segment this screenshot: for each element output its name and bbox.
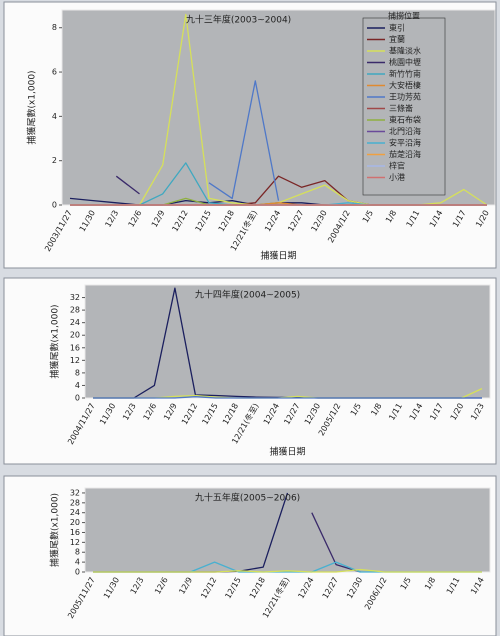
- y-tick-label: 6: [52, 68, 57, 77]
- legend-label: 基隆淡水: [389, 46, 421, 56]
- y-tick-label: 12: [70, 356, 80, 365]
- y-tick-label: 8: [52, 23, 57, 32]
- legend-label: 小港: [389, 172, 405, 182]
- legend-label: 安平沿海: [389, 138, 421, 148]
- legend-title: 捕撈位置: [388, 11, 420, 21]
- y-tick-label: 16: [70, 343, 80, 352]
- y-tick-label: 4: [75, 381, 80, 390]
- y-tick-label: 8: [75, 368, 80, 377]
- series-line: [93, 396, 482, 399]
- legend-label: 梓官: [389, 161, 405, 171]
- x-axis-label: 捕獲日期: [260, 250, 296, 262]
- legend-label: 三條崙: [389, 103, 413, 113]
- y-tick-label: 32: [70, 488, 80, 497]
- legend-label: 茄萣沿海: [389, 149, 421, 159]
- legend-label: 東石布袋: [389, 115, 421, 125]
- y-tick-label: 8: [75, 548, 80, 557]
- y-tick-label: 20: [70, 518, 80, 527]
- y-tick-label: 16: [70, 528, 80, 537]
- series-line: [208, 80, 280, 201]
- legend-label: 北門沿海: [389, 126, 421, 136]
- y-tick-label: 28: [70, 498, 80, 507]
- y-tick-label: 0: [75, 394, 80, 403]
- y-tick-label: 32: [70, 293, 80, 302]
- y-tick-label: 0: [52, 201, 57, 210]
- plot-area: [84, 284, 491, 399]
- y-axis-label: 捕獲尾數(x1,000): [49, 493, 61, 567]
- legend-label: 宜蘭: [389, 34, 405, 44]
- chart-title: 九十四年度(2004~2005): [195, 289, 300, 301]
- y-tick-label: 12: [70, 538, 80, 547]
- y-tick-label: 0: [75, 568, 80, 577]
- chart-title: 九十三年度(2003~2004): [186, 14, 291, 26]
- y-axis-label: 捕獲尾數(x1,000): [49, 304, 61, 378]
- y-tick-label: 20: [70, 331, 80, 340]
- y-tick-label: 24: [70, 508, 80, 517]
- legend-label: 新竹竹南: [389, 69, 421, 79]
- y-tick-label: 24: [70, 318, 80, 327]
- legend-label: 東引: [389, 23, 405, 33]
- y-tick-label: 2: [52, 156, 57, 165]
- series-line: [311, 512, 361, 573]
- x-axis-label: 捕獲日期: [269, 446, 305, 458]
- y-tick-label: 4: [75, 558, 80, 567]
- series-line: [93, 568, 482, 573]
- legend-label: 王功芳苑: [389, 92, 421, 102]
- y-tick-label: 4: [52, 112, 57, 121]
- legend-label: 桃園中壢: [389, 57, 421, 67]
- legend-label: 大安梧棲: [389, 80, 421, 90]
- y-tick-label: 28: [70, 306, 80, 315]
- series-line: [115, 175, 140, 195]
- y-axis-label: 捕獲尾數(x1,000): [26, 70, 38, 144]
- chart-title: 九十五年度(2005~2006): [195, 492, 300, 504]
